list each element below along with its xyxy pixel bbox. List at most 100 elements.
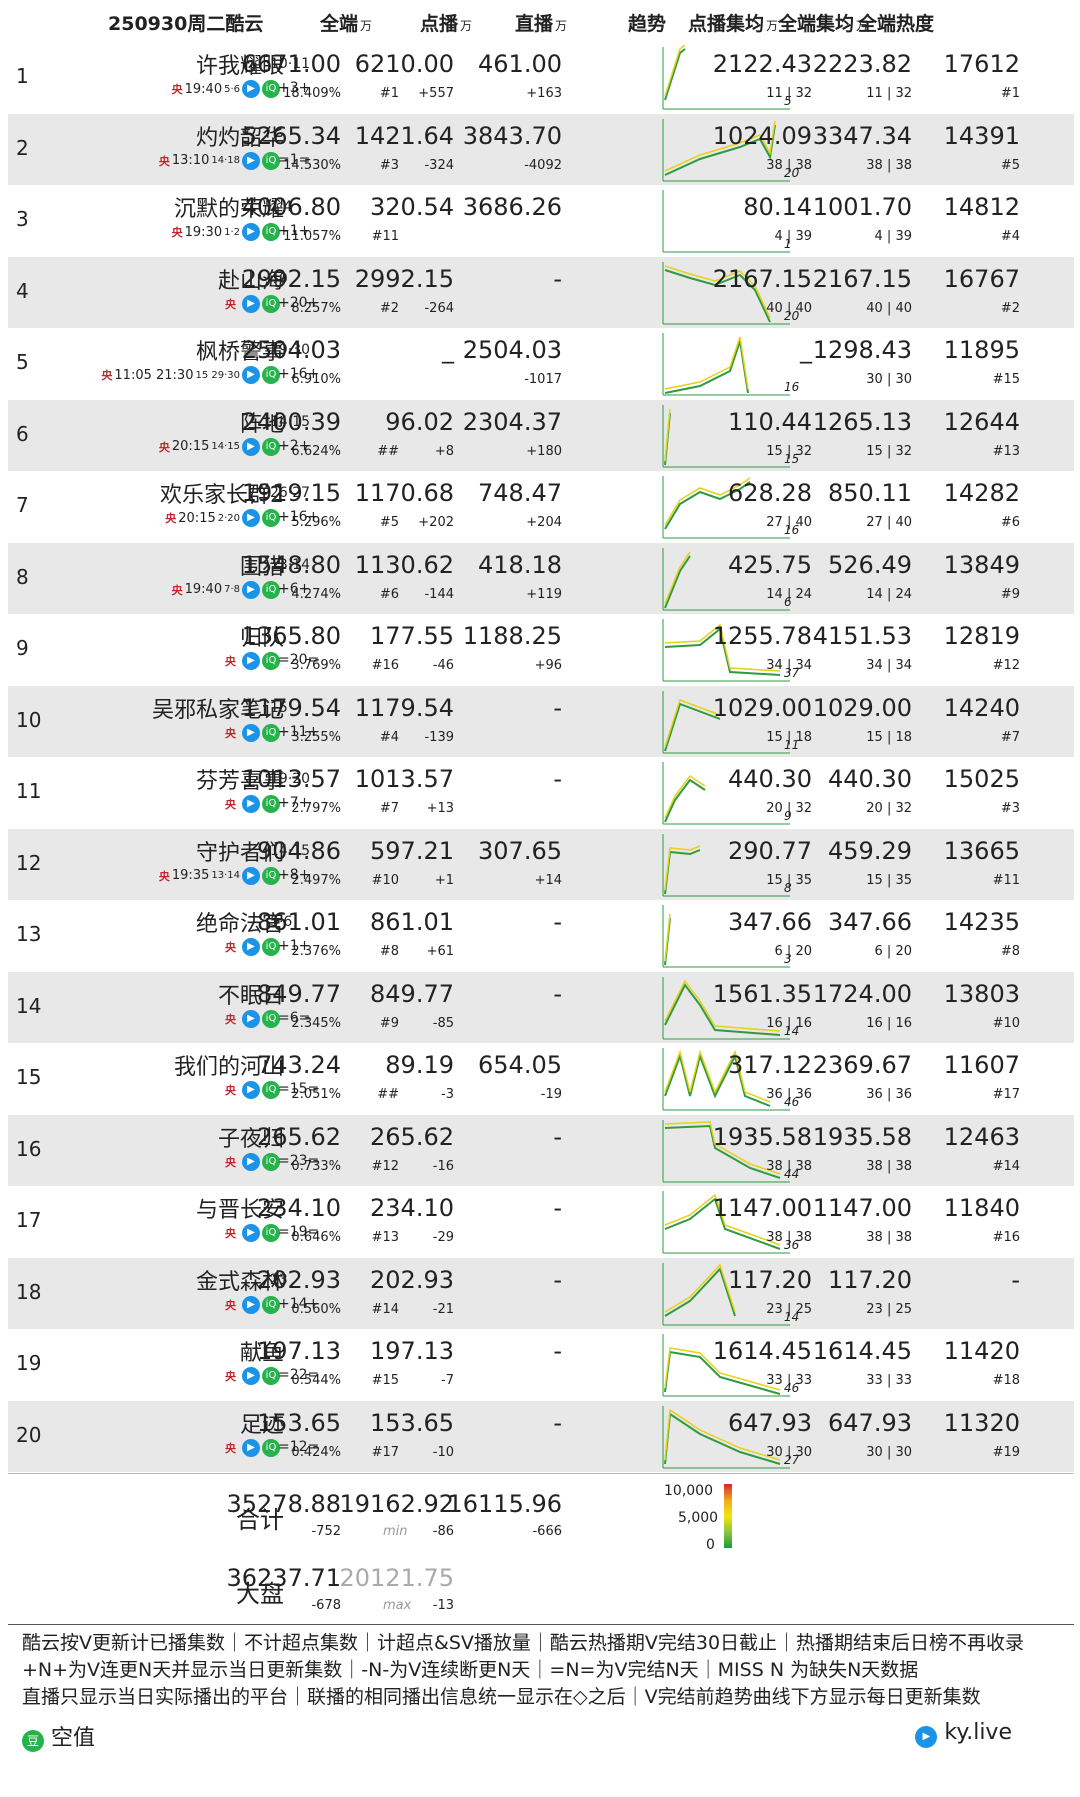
- tencent-video-icon: ▶: [242, 1009, 260, 1028]
- trend-chart[interactable]: [660, 474, 800, 540]
- trend-sparkline: [662, 976, 790, 1039]
- trend-chart[interactable]: [660, 260, 800, 326]
- trend-chart[interactable]: [660, 117, 800, 183]
- trend-line: [664, 554, 691, 608]
- vod-rank: #17: [371, 1444, 399, 1460]
- vod-value: 597.21: [370, 836, 454, 865]
- drama-title[interactable]: 赴山海: [217, 268, 284, 294]
- trend-chart[interactable]: [660, 832, 800, 898]
- table-row[interactable]: 5 枫桥警事 29·30 央 11:05 21:30 15 29·30 ▶ iQ…: [8, 328, 1074, 400]
- table-row[interactable]: 17 与晋长安 央 ▶ iQ =19= 234.10 0.646% 234.10…: [8, 1186, 1074, 1258]
- trend-line-live: [664, 44, 686, 97]
- trend-chart[interactable]: [660, 1404, 800, 1470]
- drama-title[interactable]: 子夜归: [217, 1126, 284, 1152]
- table-row[interactable]: 7 欢乐家长群2 26·27 央 20:15 2·20 ▶ iQ +16+ 19…: [8, 471, 1074, 543]
- drama-title[interactable]: 吴邪私家笔记: [151, 697, 284, 723]
- drama-title[interactable]: 欢乐家长群2: [160, 483, 284, 508]
- brand-link[interactable]: ky.live: [944, 1720, 1012, 1745]
- drama-title[interactable]: 献鱼: [239, 1341, 284, 1366]
- trend-chart[interactable]: [660, 1332, 800, 1398]
- table-row[interactable]: 19 献鱼 央 ▶ iQ =22= 197.13 0.544% 197.13 -…: [8, 1329, 1074, 1401]
- trend-chart[interactable]: [660, 903, 800, 969]
- drama-title[interactable]: 绝命法官: [195, 912, 284, 937]
- table-row[interactable]: 4 赴山海 40 央 ▶ iQ +20+ 2992.15 8.257% 2992…: [8, 256, 1074, 328]
- drama-title[interactable]: 灼灼韶华: [195, 125, 284, 151]
- trend-chart[interactable]: [660, 975, 800, 1041]
- trend-chart[interactable]: [660, 44, 800, 111]
- trend-sparkline: [662, 333, 790, 396]
- drama-title[interactable]: 沉默的荣耀: [173, 197, 284, 222]
- live-value: -: [553, 1265, 562, 1294]
- vod-rank: #13: [371, 1230, 399, 1245]
- drama-title[interactable]: 围猎: [239, 554, 284, 580]
- vod-value: 1170.68: [354, 479, 454, 507]
- table-row[interactable]: 1 许我耀眼 10·11 央 19:40 5·6 ▶ iQ +3+ 6671.0…: [8, 42, 1074, 114]
- rank-number: 13: [16, 922, 42, 946]
- table-row[interactable]: 20 足迹 央 ▶ iQ =12= 153.65 0.424% 153.65 -…: [8, 1400, 1074, 1472]
- vod-delta: -10: [432, 1444, 454, 1460]
- total-live-delta: -666: [532, 1524, 562, 1539]
- vod-delta: -144: [424, 586, 454, 602]
- trend-chart[interactable]: [660, 760, 800, 826]
- table-row[interactable]: 18 金式森林 23 央 ▶ iQ +14+ 202.93 0.560% 202…: [8, 1257, 1074, 1329]
- drama-title[interactable]: 归队: [239, 626, 284, 651]
- drama-title[interactable]: 足迹: [239, 1412, 284, 1438]
- table-row[interactable]: 13 绝命法官 5·6 央 ▶ iQ +1+ 861.01 2.376% 861…: [8, 900, 1074, 972]
- heat-value: 13665: [943, 836, 1020, 865]
- drama-title[interactable]: 芬芳喜事: [195, 769, 284, 794]
- episode-range: 15: [270, 699, 288, 716]
- drama-title[interactable]: 金式森林: [195, 1269, 284, 1295]
- note-line: 酷云按V更新计已播集数｜不计超点集数｜计超点&SV播放量｜酷云热播期V完结30日…: [22, 1632, 1025, 1654]
- table-row[interactable]: 8 围猎 13·14 央 19:40 7·8 ▶ iQ +6+ 1548.80 …: [8, 542, 1074, 614]
- table-row[interactable]: 14 不眠日 央 ▶ iQ =6= 849.77 2.345% 849.77 -…: [8, 971, 1074, 1043]
- vod-avg: 80.14: [743, 193, 812, 221]
- table-row[interactable]: 9 归队 央 ▶ iQ =20= 1365.80 3.769% 177.55 -…: [8, 614, 1074, 686]
- vod-delta: +13: [426, 801, 454, 816]
- all-share: 6.624%: [291, 443, 341, 459]
- trend-chart[interactable]: [660, 1118, 800, 1184]
- trend-chart[interactable]: [660, 403, 800, 469]
- footer-brand[interactable]: ▶ ky.live: [915, 1720, 1012, 1748]
- update-status: +2+: [278, 437, 311, 454]
- air-episodes: 1·2: [224, 226, 240, 238]
- trend-chart[interactable]: [660, 1189, 800, 1255]
- total-all-delta: -752: [311, 1524, 341, 1539]
- trend-chart[interactable]: [660, 689, 800, 755]
- trend-chart[interactable]: [660, 546, 800, 612]
- iqiyi-icon: iQ: [262, 1367, 280, 1385]
- trend-chart[interactable]: [660, 617, 800, 683]
- tv-channel-icon: 央: [225, 1084, 236, 1097]
- all-avg: 1298.43: [812, 336, 912, 364]
- market-all: 36237.71: [226, 1564, 341, 1592]
- drama-title[interactable]: 许我耀眼: [195, 54, 284, 79]
- table-row[interactable]: 11 芬芳喜事 19·20 央 ▶ iQ +7+ 1013.57 2.797% …: [8, 757, 1074, 829]
- table-row[interactable]: 15 我们的河山 央 ▶ iQ =15= 743.24 2.051% 89.19…: [8, 1043, 1074, 1115]
- all-value: 1548.80: [241, 550, 341, 579]
- table-row[interactable]: 6 阵地 14·15 央 20:15 14·15 ▶ iQ +2+ 2400.3…: [8, 399, 1074, 471]
- trend-chart[interactable]: [660, 1261, 800, 1327]
- table-row[interactable]: 12 守护者们 14·15 央 19:35 13·14 ▶ iQ +8+ 904…: [8, 828, 1074, 900]
- drama-title[interactable]: 不眠日: [217, 983, 284, 1009]
- trend-line: [664, 268, 771, 322]
- total-live: 16115.96: [447, 1490, 562, 1518]
- all-avg-range: 38 | 38: [866, 1158, 912, 1174]
- air-time: 20:15: [178, 510, 216, 526]
- broadcast-info: 央 19:40 5·6 ▶ iQ: [172, 80, 280, 98]
- heat-value: 14282: [943, 479, 1020, 507]
- drama-title[interactable]: 守护者们: [195, 840, 284, 866]
- vod-rank: #12: [371, 1158, 399, 1174]
- drama-title[interactable]: 阵地: [239, 411, 284, 437]
- rank-number: 10: [16, 707, 42, 732]
- trend-sparkline: [662, 1119, 790, 1182]
- drama-title[interactable]: 枫桥警事: [195, 340, 284, 365]
- table-row[interactable]: 10 吴邪私家笔记 15 央 ▶ iQ +11+ 1179.54 3.255% …: [8, 685, 1074, 757]
- table-row[interactable]: 2 灼灼韶华 央 13:10 14·18 ▶ iQ =1= 5265.34 14…: [8, 113, 1074, 185]
- trend-chart[interactable]: [660, 188, 800, 254]
- table-row[interactable]: 16 子夜归 央 ▶ iQ =23= 265.62 0.733% 265.62 …: [8, 1114, 1074, 1186]
- drama-title[interactable]: 与晋长安: [195, 1198, 284, 1223]
- trend-chart[interactable]: [660, 1046, 800, 1112]
- trend-chart[interactable]: [660, 331, 800, 397]
- drama-title[interactable]: 我们的河山: [173, 1055, 284, 1080]
- table-row[interactable]: 3 沉默的荣耀 1·4 央 19:30 1·2 ▶ iQ +1+ 4006.80…: [8, 185, 1074, 257]
- vod-rank: #3: [379, 157, 399, 173]
